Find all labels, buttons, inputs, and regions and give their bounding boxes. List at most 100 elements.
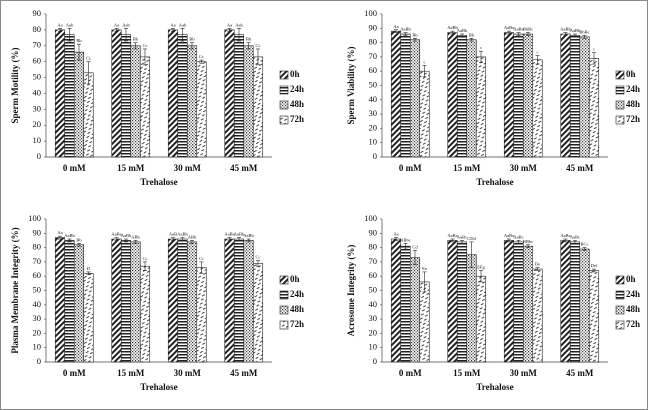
y-tick-label: 10 [33,342,42,352]
error-bar [143,48,147,66]
bar [522,33,534,158]
significance-letter: AaBb [177,232,188,237]
significance-letter: EFg [477,265,485,270]
error-bar [124,238,128,243]
significance-letter: BbBc [579,29,589,34]
bar [54,29,66,158]
significance-letter: Aa [227,22,232,27]
error-bar [413,250,417,266]
significance-letter: Aa [170,22,175,27]
error-bar [246,238,251,243]
error-bar [582,247,587,251]
significance-letter: Ee [422,266,427,271]
legend-swatch [279,70,289,80]
y-tick-label: 80 [33,24,42,34]
significance-letter: AaBc [457,234,467,239]
bar [409,39,421,158]
legend-label: 0h [290,274,300,284]
significance-letter: AaB [169,232,177,237]
significance-letter: c [593,47,595,52]
bar [579,248,590,363]
significance-letter: Aa [393,24,398,29]
bar [252,263,264,363]
significance-letter: Bb [246,37,252,42]
bar [64,240,75,363]
error-bar [227,27,232,32]
bar [569,241,581,363]
x-tick-label: 45 mM [566,163,594,173]
x-tick-label: 15 mM [453,163,481,173]
error-bar [413,38,417,42]
significance-letter: AaBa [504,233,514,238]
x-axis-label: Trehalose [476,177,513,187]
significance-letter: Bb [76,38,82,43]
legend-swatch [615,275,625,285]
bar [522,245,534,363]
error-bar [190,240,194,244]
bar [466,39,477,158]
bar [139,56,151,158]
significance-letter: AaBb [560,27,571,32]
y-tick-label: 0 [373,151,377,161]
bar [224,29,235,158]
y-tick-label: 20 [33,327,42,337]
legend-swatch [279,320,289,330]
legend-swatch [615,70,625,80]
y-tick-label: 90 [33,8,42,18]
significance-letter: AaBa [224,232,234,237]
x-axis-label: Trehalose [140,382,177,392]
y-tick-label: 90 [33,227,42,237]
bar [130,45,141,158]
legend-swatch [279,85,289,95]
error-bar [256,260,260,267]
y-tick-label: 20 [33,119,42,129]
error-bar [227,237,232,241]
error-bar [114,237,119,241]
significance-letter: Cc [256,43,261,48]
bar [186,45,198,158]
y-tick-label: 90 [369,22,378,32]
significance-letter: Cd [412,244,418,249]
y-tick-label: 10 [369,137,378,147]
x-tick-label: 15 mM [453,368,481,378]
bar [447,240,458,363]
error-bar [237,27,241,42]
legend-label: 24h [626,84,640,94]
error-bar [86,61,91,85]
y-tick-label: 0 [37,356,41,366]
error-bar [67,27,72,42]
significance-letter: Cc [199,256,204,261]
y-tick-label: 30 [33,103,42,113]
y-tick-label: 70 [33,256,42,266]
significance-letter: AaBa [513,27,523,32]
bar [400,33,411,158]
error-bar [77,243,81,247]
y-tick-label: 10 [33,135,42,145]
y-tick-label: 60 [33,270,42,280]
error-bar [133,240,138,244]
error-bar [403,243,408,250]
y-tick-label: 40 [369,94,378,104]
bar [466,254,477,363]
significance-letter: AaBb [400,27,411,32]
error-bar [526,32,530,36]
significance-letter: AaBc [570,234,580,239]
significance-letter: Aab [179,22,187,27]
y-tick-label: 30 [33,313,42,323]
error-bar [450,30,455,35]
error-bar [58,27,62,32]
y-tick-label: 20 [369,122,378,132]
error-bar [246,42,251,50]
bar [64,34,75,158]
y-tick-label: 70 [33,40,42,50]
error-bar [58,235,62,240]
error-bar [180,27,185,42]
y-tick-label: 40 [33,87,42,97]
x-tick-label: 45 mM [230,163,258,173]
significance-letter: Aa [57,230,62,235]
significance-letter: BbBc [523,27,533,32]
